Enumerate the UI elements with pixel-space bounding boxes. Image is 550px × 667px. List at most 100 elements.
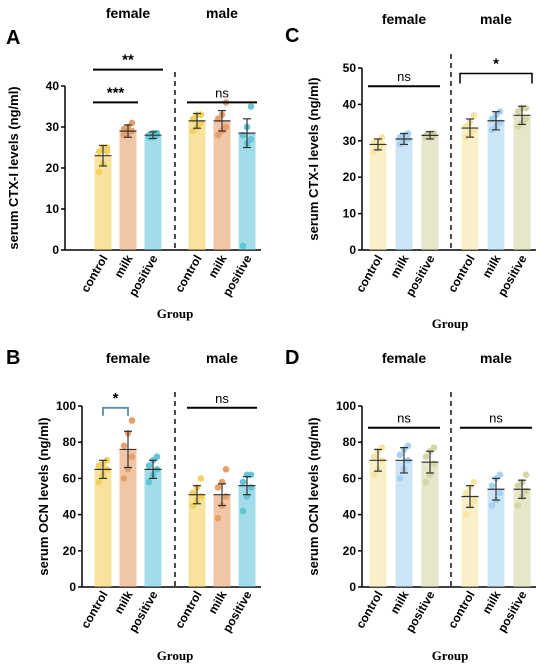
category-label: milk xyxy=(479,252,503,280)
panel-letter: D xyxy=(285,347,299,369)
category-label: control xyxy=(353,589,385,631)
data-point xyxy=(462,511,470,518)
data-point xyxy=(422,478,430,486)
category-label: control xyxy=(172,253,204,295)
bar-positive xyxy=(238,133,256,250)
y-tick-label: 100 xyxy=(56,399,76,413)
bar-milk xyxy=(119,131,137,250)
category-label: milk xyxy=(387,252,411,280)
significance-label: * xyxy=(493,55,499,72)
data-point xyxy=(197,119,205,127)
data-point xyxy=(153,453,161,460)
data-point xyxy=(239,242,247,250)
significance-label: ns xyxy=(489,411,503,426)
y-tick-label: 0 xyxy=(349,243,356,257)
x-axis-label: Group xyxy=(432,648,469,663)
data-point xyxy=(95,148,103,155)
bar-milk xyxy=(395,138,413,250)
y-tick-label: 0 xyxy=(349,580,356,594)
x-axis-label: Group xyxy=(157,306,194,321)
bar-positive xyxy=(421,462,439,587)
category-label: milk xyxy=(111,252,135,280)
y-tick-label: 80 xyxy=(63,435,77,449)
data-point xyxy=(488,502,496,509)
group-label-female: female xyxy=(382,11,427,27)
y-axis-label: serum OCN levels (ng/ml) xyxy=(306,417,321,575)
y-axis-label: serum CTX-I levels (ng/ml) xyxy=(6,86,21,249)
significance-bracket xyxy=(102,406,129,416)
data-point xyxy=(120,475,128,482)
category-label: control xyxy=(353,253,385,295)
bar-milk xyxy=(395,460,413,587)
data-point xyxy=(247,136,255,143)
data-point xyxy=(214,115,222,123)
bar-positive xyxy=(238,485,256,587)
data-point xyxy=(462,489,470,497)
data-point xyxy=(197,111,205,118)
bar-milk xyxy=(213,120,231,250)
group-label-female: female xyxy=(382,350,427,366)
category-label: milk xyxy=(205,252,229,280)
data-point xyxy=(247,103,255,110)
data-point xyxy=(222,123,230,131)
bar-milk xyxy=(487,489,505,587)
y-tick-label: 30 xyxy=(343,134,357,148)
bar-control xyxy=(188,120,206,250)
bar-positive xyxy=(513,115,531,250)
data-point xyxy=(222,466,230,473)
data-point xyxy=(470,112,478,119)
group-label-female: female xyxy=(106,5,151,21)
data-point xyxy=(430,444,438,451)
bar-positive xyxy=(144,135,162,250)
significance-label: ns xyxy=(215,391,229,406)
bar-control xyxy=(369,144,387,250)
y-tick-label: 100 xyxy=(336,399,356,413)
y-tick-label: 40 xyxy=(46,79,60,93)
category-label: milk xyxy=(111,588,135,616)
y-tick-label: 20 xyxy=(343,544,357,558)
data-point xyxy=(95,478,103,486)
group-label-male: male xyxy=(480,11,512,27)
data-point xyxy=(239,131,247,139)
y-tick-label: 80 xyxy=(343,435,357,449)
data-point xyxy=(128,119,136,127)
data-point xyxy=(128,417,136,424)
category-label: control xyxy=(78,253,110,295)
data-point xyxy=(396,475,404,482)
significance-label: * xyxy=(113,390,119,407)
bar-control xyxy=(369,460,387,587)
data-point xyxy=(95,168,103,176)
category-label: milk xyxy=(387,588,411,616)
bar-control xyxy=(94,155,112,250)
y-tick-label: 60 xyxy=(63,471,77,485)
panel-letter: B xyxy=(6,347,20,369)
bar-control xyxy=(461,496,479,587)
significance-label: ns xyxy=(397,411,411,426)
data-point xyxy=(514,482,522,489)
group-label-male: male xyxy=(206,5,238,21)
data-point xyxy=(145,462,153,470)
significance-label: ns xyxy=(215,85,229,100)
bar-positive xyxy=(513,489,531,587)
significance-bracket xyxy=(459,72,533,84)
category-label: control xyxy=(445,589,477,631)
y-tick-label: 50 xyxy=(343,61,357,75)
group-label-female: female xyxy=(106,350,151,366)
significance-label: ns xyxy=(397,69,411,84)
category-label: control xyxy=(445,253,477,295)
category-label: control xyxy=(172,589,204,631)
data-point xyxy=(488,482,496,489)
data-point xyxy=(514,108,522,115)
bar-positive xyxy=(144,469,162,587)
bar-control xyxy=(94,469,112,587)
data-point xyxy=(522,115,530,123)
y-tick-label: 0 xyxy=(52,243,59,257)
bar-control xyxy=(188,494,206,587)
data-point xyxy=(214,131,222,139)
bar-milk xyxy=(119,449,137,587)
data-point xyxy=(145,478,153,486)
data-point xyxy=(197,475,205,482)
